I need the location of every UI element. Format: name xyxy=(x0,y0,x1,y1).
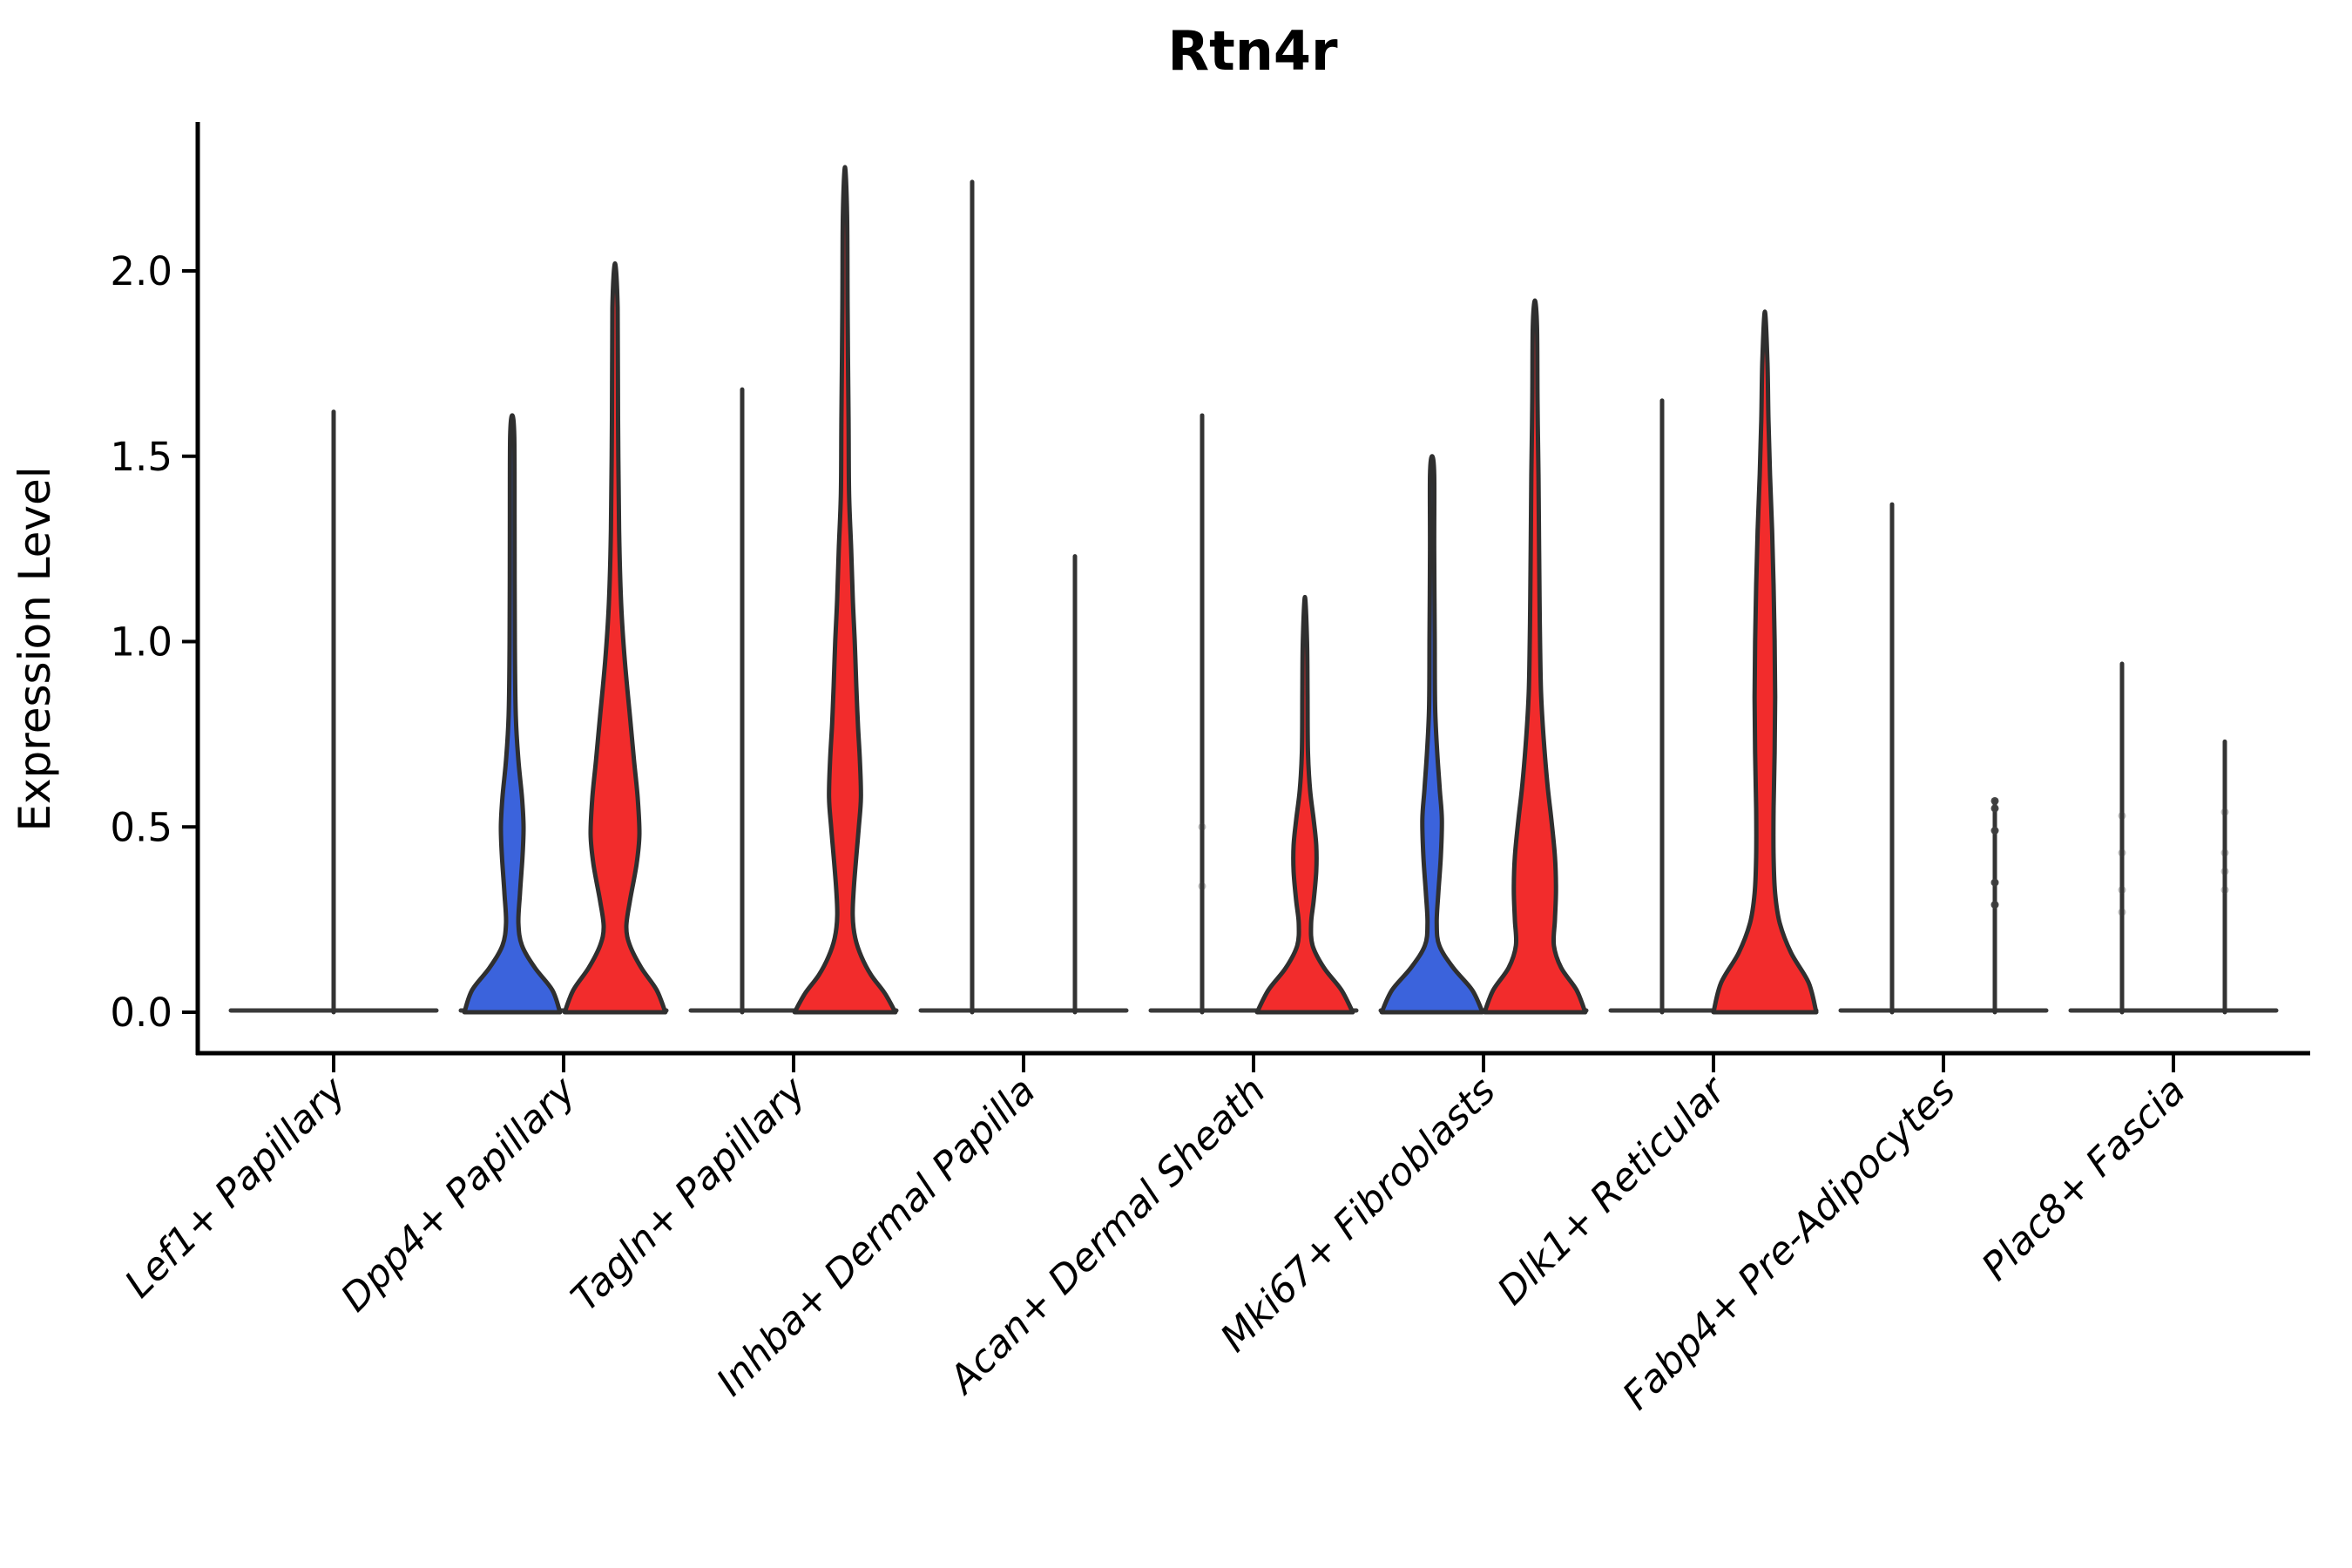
jitter-point xyxy=(1990,901,1999,909)
x-tick-label: Dlk1+ Reticular xyxy=(1489,1067,1735,1314)
y-tick-label: 1.5 xyxy=(110,434,172,480)
x-tick-label: Tagln+ Papillary xyxy=(563,1068,814,1320)
violin-red xyxy=(562,261,668,1015)
y-tick-label: 0.0 xyxy=(110,990,172,1036)
violin-red xyxy=(1482,298,1588,1015)
jitter-point xyxy=(2220,808,2229,816)
x-tick-label: Dpp4+ Papillary xyxy=(333,1068,585,1321)
jitter-point xyxy=(2220,867,2229,875)
jitter-point xyxy=(1990,804,1999,813)
y-tick-label: 1.0 xyxy=(110,619,172,666)
jitter-point xyxy=(2118,811,2126,820)
jitter-point xyxy=(1990,878,1999,887)
violin-blue xyxy=(1379,454,1485,1015)
y-tick-label: 2.0 xyxy=(110,248,172,294)
x-tick-label: Plac8+ Fascia xyxy=(1973,1069,2193,1289)
jitter-point xyxy=(2118,908,2126,916)
chart-title: Rtn4r xyxy=(1167,19,1338,83)
jitter-point xyxy=(2118,848,2126,857)
jitter-point xyxy=(2118,886,2126,895)
jitter-point xyxy=(2220,886,2229,895)
jitter-point xyxy=(1198,822,1206,831)
jitter-point xyxy=(1198,882,1206,890)
jitter-point xyxy=(1990,827,1999,835)
y-tick-label: 0.5 xyxy=(110,804,172,850)
jitter-point xyxy=(1990,796,1999,805)
x-tick-label: Lef1+ Papillary xyxy=(117,1068,355,1307)
violin-blue xyxy=(462,413,563,1015)
violin-red xyxy=(792,165,898,1015)
violin-red xyxy=(1711,309,1819,1015)
violin-red xyxy=(1254,594,1355,1015)
jitter-point xyxy=(2220,848,2229,857)
y-axis-label: Expression Level xyxy=(10,466,60,831)
